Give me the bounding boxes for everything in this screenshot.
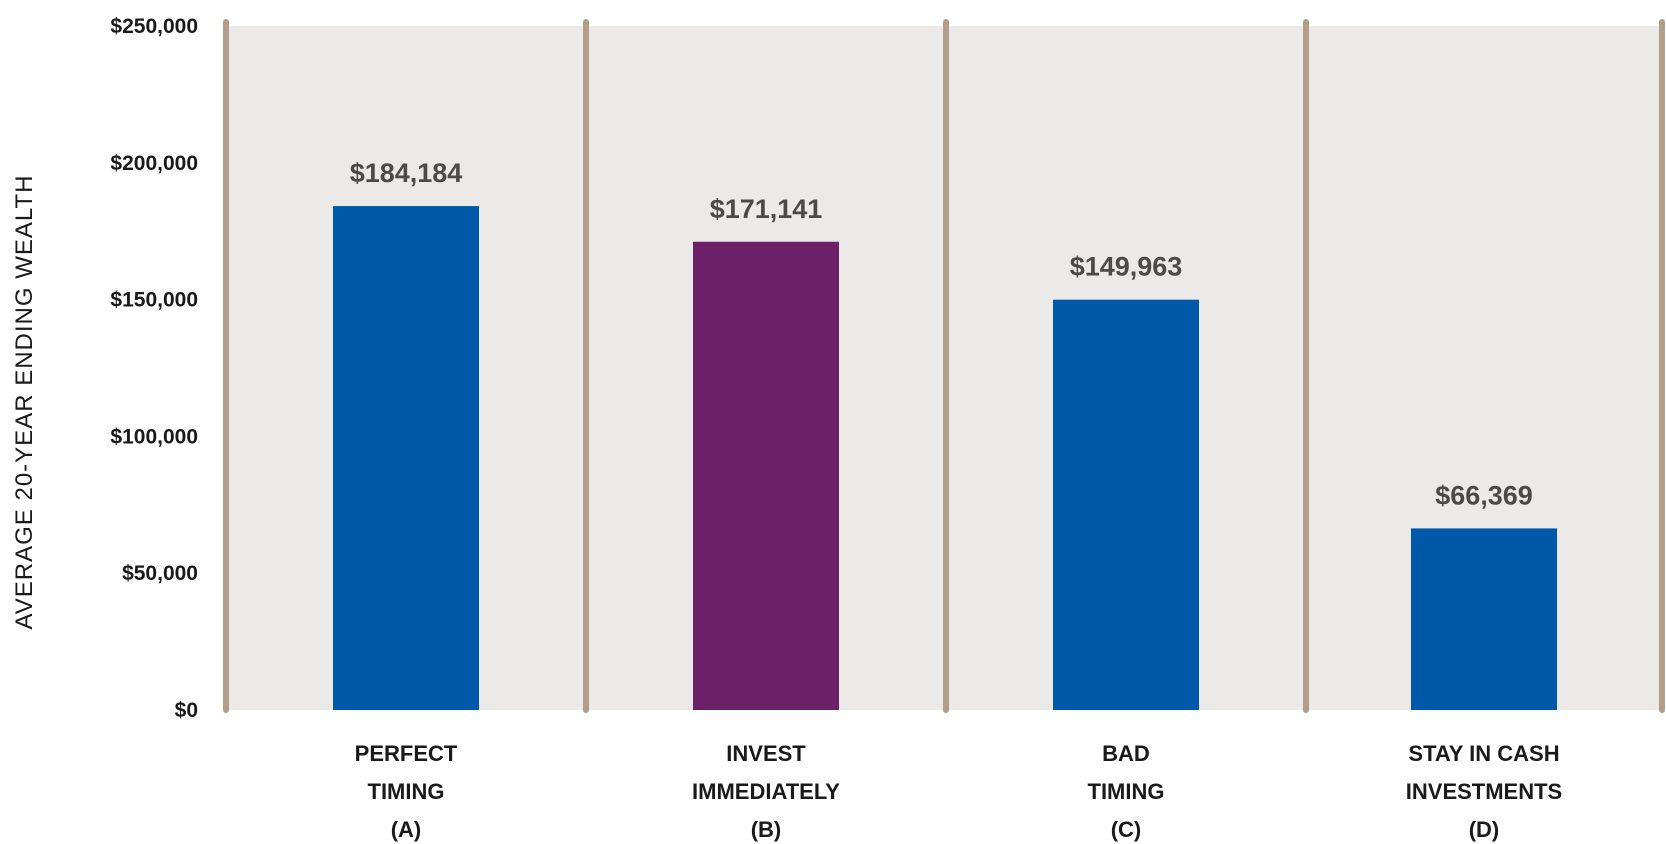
- category-label-3-line-3: (C): [1111, 817, 1142, 842]
- data-label-1: $184,184: [350, 158, 463, 188]
- y-axis-ticks: $0 $50,000 $100,000 $150,000 $200,000 $250,00…: [110, 15, 198, 722]
- category-label-1-line-3: (A): [391, 817, 422, 842]
- bar-2: [693, 241, 839, 710]
- y-tick-label-4: $150,000: [110, 289, 198, 312]
- bar-4: [1411, 528, 1557, 710]
- category-label-2-line-3: (B): [751, 817, 782, 842]
- data-label-2: $171,141: [710, 194, 823, 224]
- y-tick-label-1: $0: [175, 699, 198, 722]
- bar-1: [333, 206, 479, 710]
- category-label-2-line-2: IMMEDIATELY: [692, 779, 840, 804]
- bars: [333, 206, 1557, 710]
- category-label-3-line-2: TIMING: [1088, 779, 1165, 804]
- category-labels: PERFECT TIMING (A) INVEST IMMEDIATELY (B) BAD T…: [355, 741, 1563, 842]
- y-tick-label-5: $200,000: [110, 152, 198, 175]
- data-label-4: $66,369: [1435, 480, 1533, 510]
- bar-3: [1053, 299, 1199, 710]
- category-label-4-line-2: INVESTMENTS: [1406, 779, 1562, 804]
- y-axis-title: AVERAGE 20-YEAR ENDING WEALTH: [11, 175, 38, 630]
- data-label-3: $149,963: [1070, 252, 1183, 282]
- category-label-2-line-1: INVEST: [726, 741, 806, 766]
- category-label-1-line-2: TIMING: [368, 779, 445, 804]
- y-tick-label-6: $250,000: [110, 15, 198, 38]
- data-labels: $184,184 $171,141 $149,963 $66,369: [350, 158, 1533, 510]
- category-label-1-line-1: PERFECT: [355, 741, 458, 766]
- category-label-4-line-3: (D): [1469, 817, 1500, 842]
- category-label-4-line-1: STAY IN CASH: [1408, 741, 1559, 766]
- category-dividers: [223, 19, 1665, 713]
- category-label-3-line-1: BAD: [1102, 741, 1150, 766]
- y-tick-label-2: $50,000: [122, 562, 198, 585]
- y-tick-label-3: $100,000: [110, 425, 198, 448]
